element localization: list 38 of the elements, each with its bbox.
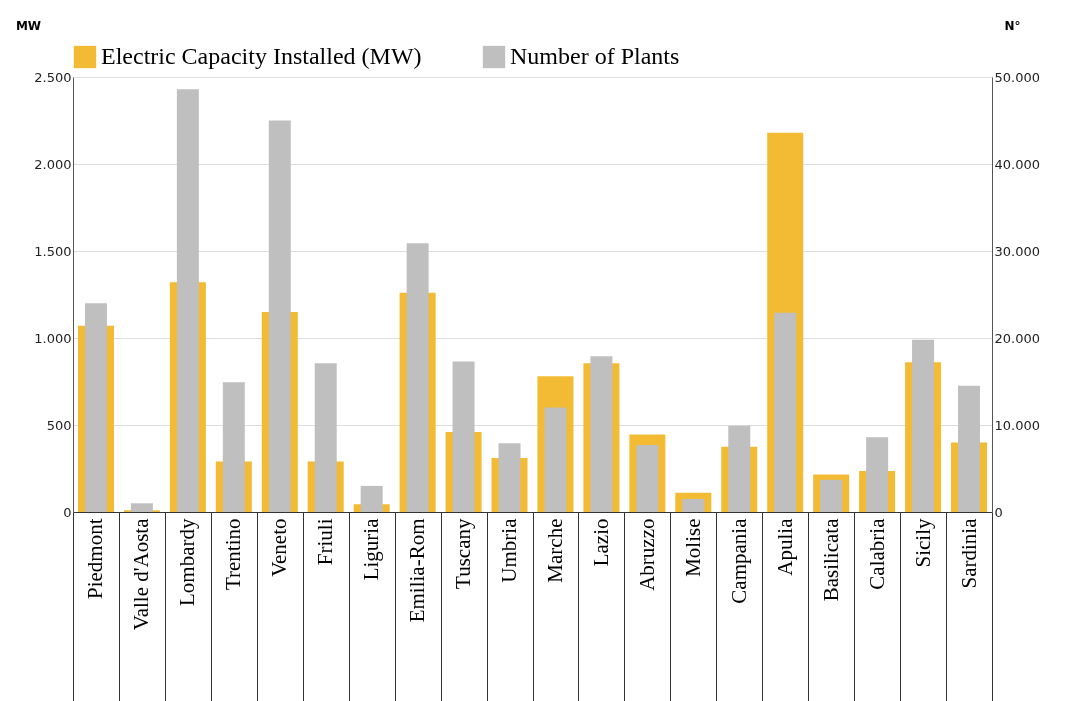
y-tick-label: 0 — [63, 504, 72, 520]
y-axis-title: MW — [15, 18, 42, 33]
x-tick-label: Emilia-Rom — [405, 518, 430, 623]
x-tick-label: Friuli — [313, 518, 338, 566]
x-tick-label: Sicily — [910, 518, 935, 568]
x-tick-label: Liguria — [359, 517, 384, 581]
y-tick-label: 2.000 — [34, 156, 72, 172]
x-tick-label: Molise — [680, 518, 705, 577]
x-tick-label: Veneto — [267, 518, 292, 577]
y2-tick-label: 30.000 — [994, 243, 1040, 259]
y-tick-label: 500 — [46, 417, 72, 433]
x-tick-label: Calabria — [864, 517, 889, 590]
bar — [682, 498, 705, 512]
x-tick-label: Basilicata — [818, 517, 843, 602]
x-tick-label: Apulia — [772, 517, 797, 576]
y-tick-label: 1.500 — [34, 243, 72, 259]
y2-tick-label: 40.000 — [994, 156, 1040, 172]
x-tick-label: Campania — [726, 517, 751, 604]
y2-tick-label: 20.000 — [994, 330, 1040, 346]
y2-tick-label: 10.000 — [994, 417, 1040, 433]
legend-label: Electric Capacity Installed (MW) — [101, 43, 422, 69]
x-tick-label: Umbria — [497, 517, 522, 583]
y2-axis-title: N° — [1004, 18, 1021, 33]
y-tick-label: 1.000 — [34, 330, 72, 346]
y2-tick-label: 50.000 — [994, 69, 1040, 85]
x-tick-label: Sardinia — [956, 517, 981, 589]
x-tick-label: Tuscany — [451, 518, 476, 589]
x-tick-label: Trentino — [221, 518, 246, 591]
legend-label: Number of Plants — [510, 43, 680, 69]
x-tick-label: Marche — [542, 518, 567, 583]
x-tick-label: Lazio — [588, 518, 613, 567]
y-tick-label: 2.500 — [34, 69, 72, 85]
x-tick-label: Valle d'Aosta — [129, 517, 154, 631]
bar — [774, 312, 797, 512]
x-tick-label: Abruzzo — [634, 518, 659, 591]
y2-tick-label: 0 — [994, 504, 1003, 520]
x-tick-label: Lombardy — [175, 518, 200, 606]
x-tick-label: Piedmont — [83, 518, 108, 600]
